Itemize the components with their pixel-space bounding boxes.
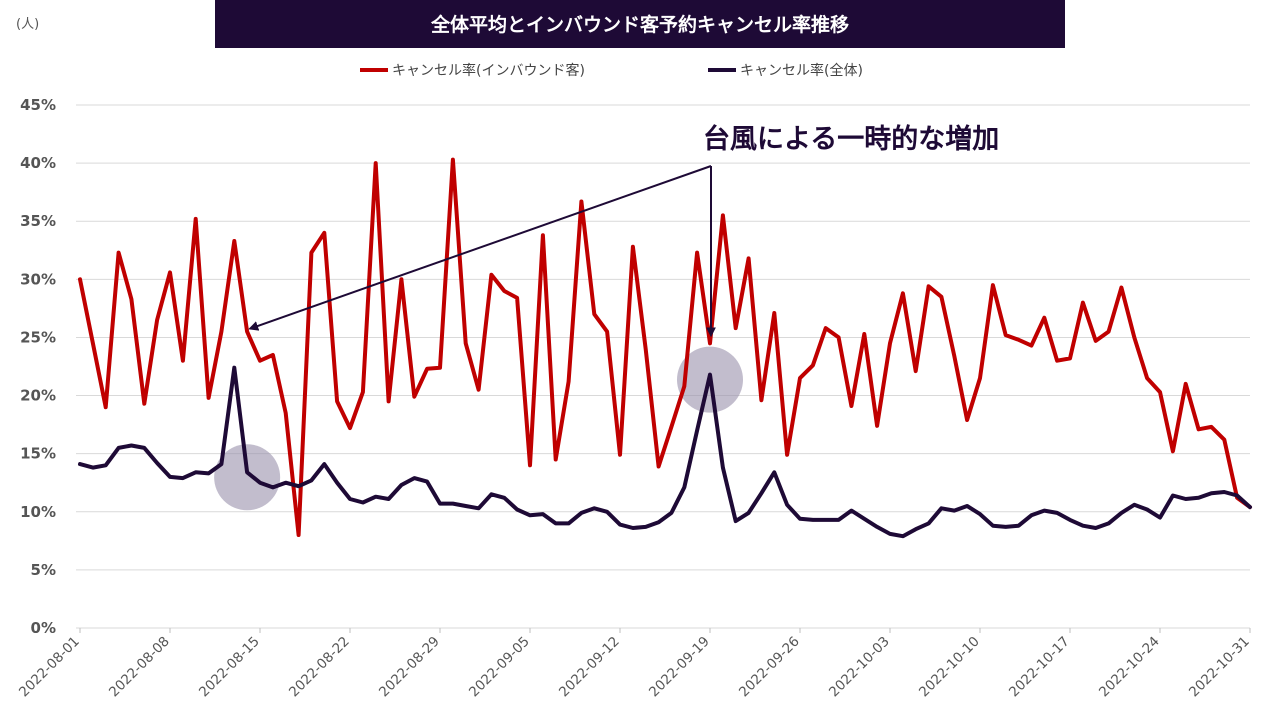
legend-label-inbound: キャンセル率(インバウンド客)	[392, 62, 585, 79]
legend: キャンセル率(インバウンド客) キャンセル率(全体)	[360, 62, 863, 79]
chart-title-bar	[215, 0, 1065, 48]
annotation-arrow-1	[248, 165, 712, 331]
y-tick-label: 10%	[20, 503, 56, 521]
x-tick-label: 2022-10-10	[916, 634, 983, 701]
series-lines	[78, 157, 1252, 539]
y-tick-label: 15%	[20, 445, 56, 463]
x-tick-label: 2022-10-03	[826, 634, 893, 701]
series-line-1	[78, 365, 1252, 539]
y-tick-label: 40%	[20, 154, 56, 172]
y-tick-label: 45%	[20, 96, 56, 114]
highlight-circle	[214, 444, 281, 511]
x-tick-label: 2022-09-26	[736, 634, 803, 701]
y-tick-label: 25%	[20, 328, 56, 346]
y-unit-label: (人)	[16, 17, 39, 32]
series-line-0	[78, 157, 1252, 537]
x-tick-label: 2022-10-17	[1006, 634, 1073, 701]
x-tick-label: 2022-08-08	[106, 634, 173, 701]
x-tick-label: 2022-10-31	[1186, 634, 1253, 701]
y-tick-label: 35%	[20, 212, 56, 230]
annotation-text: 台風による一時的な増加	[703, 123, 999, 155]
x-tick-label: 2022-08-01	[16, 634, 83, 701]
x-tick-label: 2022-10-24	[1096, 634, 1163, 701]
x-tick-label: 2022-09-05	[466, 634, 533, 701]
x-axis: 2022-08-01 2022-08-08 2022-08-15 2022-08-22…	[16, 628, 1253, 700]
x-tick-label: 2022-09-12	[556, 634, 623, 701]
x-tick-label: 2022-08-29	[376, 634, 443, 701]
chart-title: 全体平均とインバウンド客予約キャンセル率推移	[430, 13, 849, 36]
y-tick-label: 30%	[20, 270, 56, 288]
y-axis: 0% 5% 10% 15% 20% 25% 30% 35% 40% 45%	[20, 96, 56, 637]
y-tick-label: 5%	[31, 561, 56, 579]
y-tick-label: 20%	[20, 387, 56, 405]
legend-label-overall: キャンセル率(全体)	[740, 62, 863, 79]
y-tick-label: 0%	[31, 619, 56, 637]
gridlines	[76, 104, 1250, 629]
annotation: 台風による一時的な増加	[248, 123, 999, 338]
x-tick-label: 2022-08-15	[196, 634, 263, 701]
x-tick-label: 2022-09-19	[646, 634, 713, 701]
x-tick-label: 2022-08-22	[286, 634, 353, 701]
